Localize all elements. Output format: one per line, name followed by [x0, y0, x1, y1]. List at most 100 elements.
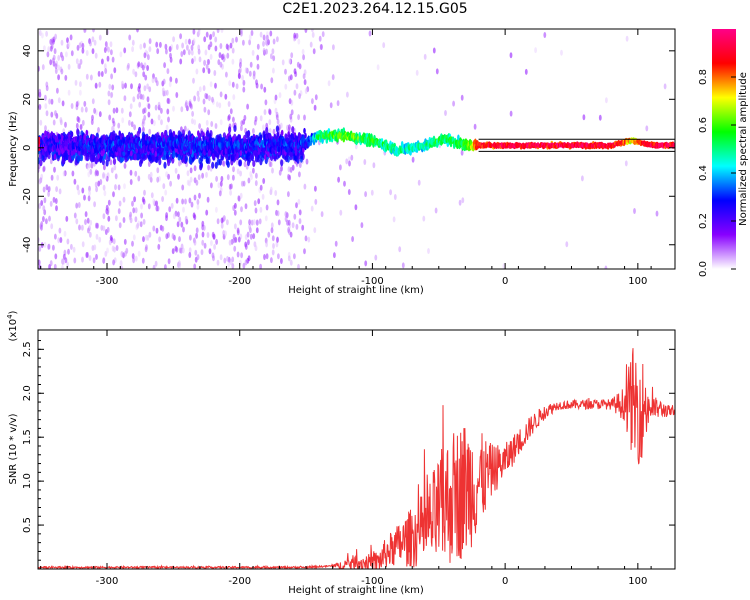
spectrogram-cell: [176, 221, 180, 228]
spectrogram-cell: [202, 67, 206, 74]
spectrogram-cell: [157, 114, 161, 121]
spectrogram-cell: [524, 68, 528, 75]
spectrogram-cell: [134, 170, 138, 177]
spectrogram-cell: [181, 42, 185, 49]
spectrogram-cell: [88, 190, 91, 196]
spectrogram-cell: [84, 219, 87, 225]
spectrogram-cell: [67, 155, 72, 163]
spectrogram-cell: [374, 254, 378, 261]
spectrogram-cell: [415, 69, 419, 76]
spectrogram-cell: [140, 156, 144, 164]
spectrogram-cell: [284, 211, 288, 218]
spectrogram-cell: [289, 166, 293, 173]
spectrogram-cell: [264, 39, 268, 46]
spectrogram-cell: [210, 240, 213, 246]
spectrogram-cell: [93, 107, 96, 114]
spectrogram-cell: [94, 52, 98, 59]
spectrogram-cell: [117, 122, 121, 129]
spectrogram-cell: [212, 31, 216, 38]
spectrogram-cell: [427, 248, 430, 254]
spectrogram-cell: [106, 209, 110, 216]
spectrogram-cell: [269, 186, 273, 193]
spectrogram-cell: [211, 96, 214, 103]
spectrogram-cell: [232, 116, 235, 123]
spectrogram-cell: [119, 51, 123, 58]
spectrogram-cell: [65, 51, 68, 58]
spectrogram-cell: [164, 264, 167, 269]
spectrogram-cell: [219, 61, 223, 68]
spectrogram-cell: [43, 197, 47, 204]
spectrogram-cell: [262, 178, 266, 184]
spectrogram-cell: [193, 239, 197, 246]
spectrogram-cell: [249, 233, 253, 240]
spectrogram-cell: [183, 125, 187, 132]
spectrogram-cell: [238, 159, 242, 167]
spectrogram-cell: [132, 257, 136, 264]
spectrogram-cell: [98, 81, 102, 88]
spectrogram-cell: [197, 29, 201, 36]
spectrogram-cell: [151, 154, 155, 162]
spectrogram-cell: [271, 249, 275, 256]
spectrogram-cell: [192, 29, 196, 35]
spectrogram-cell: [115, 245, 119, 251]
spectrogram-cell: [210, 121, 214, 127]
spectrogram-cell: [645, 125, 649, 132]
spectrogram-cell: [272, 67, 275, 74]
spectrogram-cell: [246, 159, 251, 167]
spectrogram-cell: [130, 121, 134, 128]
spectrogram-cell: [61, 100, 65, 107]
spectrogram-cell: [54, 63, 58, 70]
spectrogram-cell: [87, 195, 91, 202]
spectrogram-cell: [271, 48, 275, 55]
spectrogram-cell: [160, 146, 164, 153]
spectrogram-cell: [246, 231, 250, 238]
spectrogram-cell: [52, 244, 55, 251]
spectrogram-cell: [663, 83, 667, 90]
spectrogram-cell: [222, 149, 226, 156]
spectrogram-cell: [298, 93, 301, 99]
spectrogram-cell: [131, 39, 135, 46]
spectrogram-cell: [93, 39, 97, 46]
spectrogram-cell: [57, 97, 61, 104]
spectrogram-cell: [172, 130, 176, 137]
spectrogram-cell: [256, 43, 260, 50]
spectrogram-cell: [364, 191, 367, 198]
spectrogram-cell: [50, 223, 54, 230]
spectrogram-cell: [208, 34, 212, 41]
spectrogram-cell: [276, 118, 280, 125]
spectrogram-cell: [103, 164, 106, 171]
spectrogram-cell: [155, 156, 159, 164]
spectrogram-cell: [88, 231, 92, 238]
spectrogram-cell: [301, 48, 305, 55]
spectrogram-cell: [140, 203, 143, 210]
spectrogram-cell: [280, 129, 284, 136]
spectrogram-cell: [156, 48, 160, 55]
spectrogram-cell: [293, 213, 297, 220]
spectrogram-cell: [57, 133, 61, 140]
spectrogram-cell: [252, 233, 256, 240]
spectrogram-cell: [75, 58, 79, 65]
spectrogram-cell: [178, 236, 181, 243]
spectrogram-cell: [197, 48, 201, 55]
spectrogram-cell: [120, 107, 124, 114]
spectrogram-cell: [271, 235, 275, 242]
spectrogram-cell: [156, 167, 160, 174]
spectrogram-cell: [249, 61, 253, 68]
spectrogram-cell: [287, 173, 290, 180]
spectrogram-cell: [195, 179, 199, 186]
spectrogram-cell: [38, 30, 42, 36]
spectrogram-cell: [141, 257, 145, 264]
spectrogram-cell: [336, 100, 340, 107]
spectrogram-cell: [313, 227, 317, 234]
spectrogram-cell: [43, 241, 47, 248]
spectrogram-cell: [226, 52, 230, 59]
spectrogram-cell: [196, 254, 200, 261]
spectrogram-cell: [220, 29, 224, 33]
spectrogram-cell: [94, 170, 98, 177]
spectrogram-cell: [65, 215, 69, 222]
spectrogram-cell: [217, 59, 221, 66]
spectrogram-cell: [193, 119, 197, 126]
spectrogram-cell: [105, 159, 109, 167]
spectrogram-cell: [50, 98, 54, 105]
spectrogram-cell: [224, 148, 228, 155]
